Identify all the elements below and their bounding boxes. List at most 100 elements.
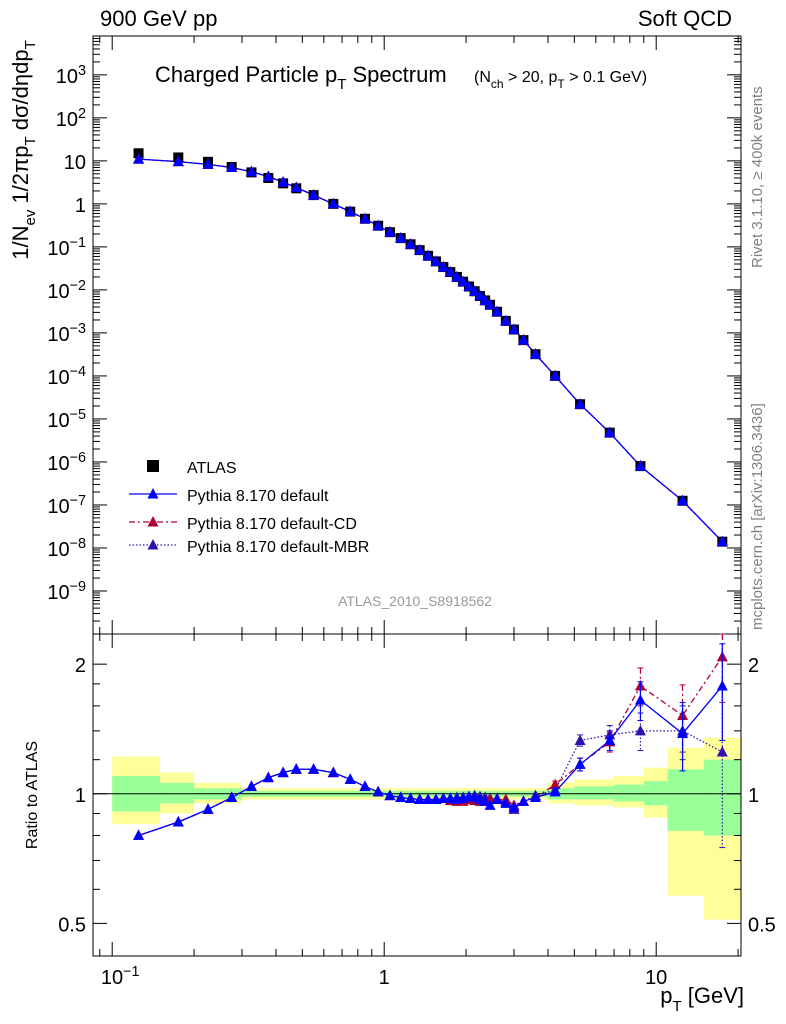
x-tick-label: 10 [645,967,667,989]
legend-label: Pythia 8.170 default-MBR [187,539,369,556]
mc-point [474,290,486,301]
mc-point [133,153,145,164]
legend-marker [147,516,159,527]
mc-point [245,165,257,177]
ratio-point [290,763,302,774]
legend-label: Pythia 8.170 default-CD [187,516,357,533]
ratio-y-tick-label: 2 [75,655,86,677]
ratio-point [422,793,434,804]
y-tick-label: 10−5 [47,407,86,432]
mc-point [405,238,417,249]
ratio-point [574,734,586,745]
ratio-point [414,793,426,804]
header-right-label: Soft QCD [637,6,732,31]
mc-point [549,369,561,381]
ratio-point [604,734,616,745]
legend-marker [147,488,159,499]
mc-point [574,398,586,409]
ratio-point [530,791,542,803]
legend-marker-atlas [147,460,159,472]
ratio-point [344,773,356,784]
y-tick-label: 10 [64,152,86,174]
ratio-point [262,771,274,783]
ratio-band-green [667,769,705,831]
mc-point [517,334,529,345]
ratio-point [308,763,320,774]
ratio-point [405,792,417,804]
y-tick-label: 10−2 [47,278,86,303]
y-tick-label: 10−8 [47,536,86,561]
mc-point [344,205,356,217]
ratio-point [634,724,646,736]
y-tick-label: 10−4 [47,364,86,389]
y-tick-label: 10−9 [47,579,86,604]
ratio-point [479,795,491,806]
ratio-point [226,791,238,803]
mc-point [308,189,320,200]
mc-point [444,266,456,277]
ratio-point [359,780,371,791]
y-axis-title: 1/Nev 1/2πpT dσ/dηdpT [8,40,39,260]
ratio-band-green [160,782,195,804]
mc-point [634,460,646,471]
ratio-point [549,778,561,790]
mc-point [463,280,475,291]
mc-point [172,155,184,167]
main-line-dashdot [138,158,723,543]
ratio-point [634,694,646,705]
mc-point [677,494,689,506]
ratio-point [202,803,214,814]
mc-point [457,275,469,287]
ratio-point [372,785,384,797]
ratio-point [277,766,289,778]
mc-point [430,255,442,266]
x-tick-label: 1 [379,967,390,989]
legend-marker [147,539,159,550]
ratio-line-dashdot [138,656,723,837]
mc-point [716,535,728,547]
ratio-y-axis-title: Ratio to ATLAS [24,741,41,849]
analysis-label: ATLAS_2010_S8918562 [338,593,492,609]
ratio-point [437,792,449,804]
ratio-y-tick-label-right: 0.5 [748,914,776,936]
mc-point [508,323,520,335]
cut-label: (Nch > 20, pT > 0.1 GeV) [474,69,647,91]
ratio-point [677,727,689,739]
ratio-point [327,766,339,778]
ratio-point [716,679,728,691]
legend-label: ATLAS [187,460,237,477]
ratio-point [444,792,456,804]
mc-point [327,197,339,209]
header-left-label: 900 GeV pp [100,6,218,31]
mc-point [384,226,396,237]
ratio-point [517,795,529,806]
ratio-point [245,780,257,791]
mc-point [262,170,274,182]
ratio-point [491,793,503,804]
mc-point [277,176,289,187]
mc-point [500,314,512,326]
y-tick-label: 103 [56,63,86,88]
ratio-point [384,789,396,801]
mc-point [604,426,616,438]
mc-point [530,348,542,359]
mc-point [414,244,426,255]
ratio-point [484,799,496,810]
ratio-band-green [614,784,644,802]
x-axis-title: pT [GeV] [660,983,744,1015]
y-tick-label: 1 [75,195,86,217]
mc-point [484,298,496,310]
ratio-band-green [574,786,615,800]
ratio-y-tick-label-right: 2 [748,655,759,677]
legend-label: Pythia 8.170 default [187,488,329,505]
y-tick-label: 10−7 [47,493,86,518]
x-tick-label: 10−1 [101,964,140,989]
ratio-y-tick-label: 1 [75,785,86,807]
mc-point [491,305,503,317]
main-line-solid [138,158,723,543]
ratio-point [574,758,586,769]
mc-point [372,219,384,231]
ratio-frame [92,633,742,957]
mc-point [226,161,238,173]
